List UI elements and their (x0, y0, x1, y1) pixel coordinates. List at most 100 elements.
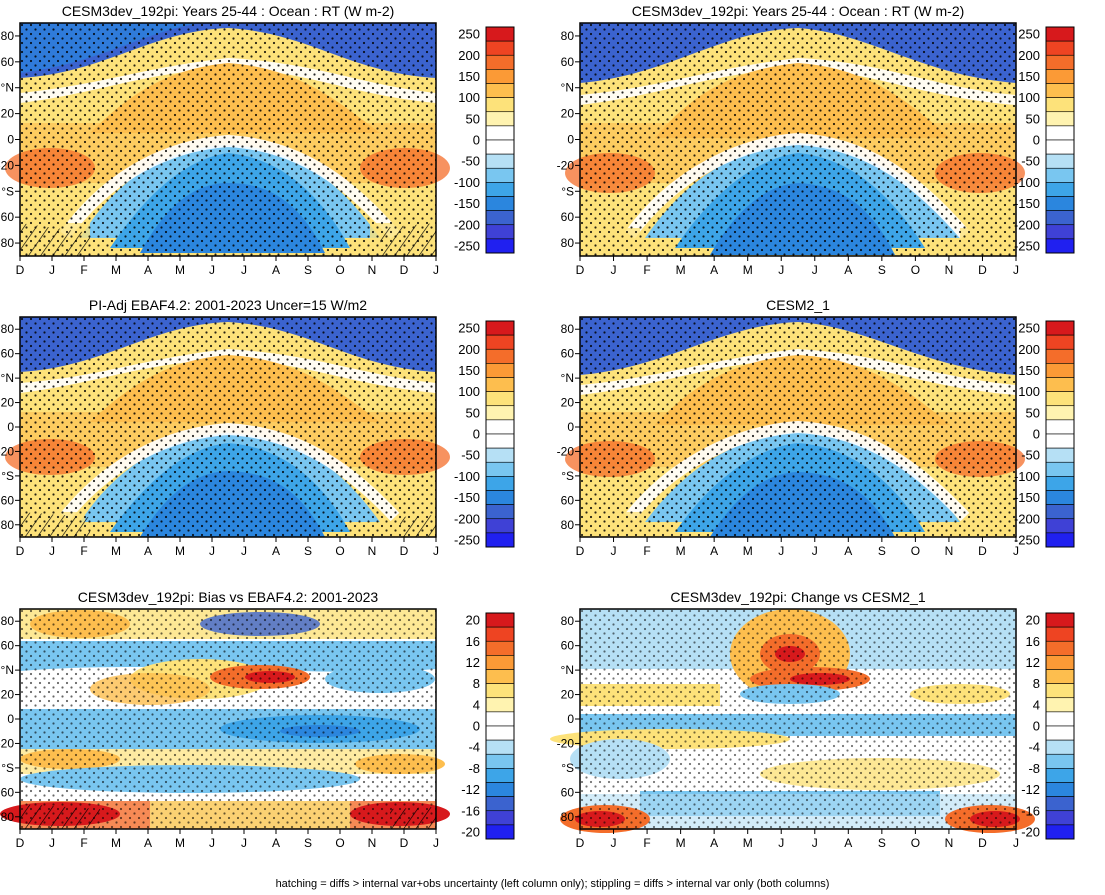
colorbar-swatch (485, 796, 515, 812)
panel-2-title: CESM3dev_192pi: Years 25-44 : Ocean : RT… (632, 3, 965, 19)
x-tick-label: D (576, 836, 585, 850)
colorbar-swatch (485, 69, 515, 84)
colorbar-label: 20 (466, 613, 480, 628)
x-tick-label: S (304, 836, 312, 850)
colorbar-p3: 250 200 150 100 50 0 -50 -100 -150 -200 -250 (454, 320, 515, 548)
y-tick-label: 80 (1, 518, 15, 532)
colorbar-swatch (485, 419, 515, 435)
y-tick-label: 60 (561, 55, 575, 69)
colorbar-label: -250 (454, 532, 480, 547)
x-tick-label: J (778, 836, 784, 850)
y-tick-label: 20 (561, 107, 575, 121)
x-tick-label: O (911, 544, 920, 558)
x-tick-label: N (945, 544, 954, 558)
colorbar-swatch (1045, 40, 1075, 56)
x-tick-label: A (272, 836, 280, 850)
y-tick-label: °S (561, 761, 574, 775)
x-tick-label: J (778, 263, 784, 277)
y-tick-label: 80 (1, 236, 15, 250)
x-tick-label: A (844, 263, 852, 277)
x-tick-label: D (978, 836, 987, 850)
colorbar-swatch (1045, 167, 1075, 183)
colorbar-swatch (485, 405, 515, 421)
y-tick-label: 60 (561, 785, 575, 799)
colorbar-swatch (485, 753, 515, 769)
colorbar-label: -16 (461, 803, 480, 818)
colorbar-swatch (485, 210, 515, 226)
colorbar-swatch (1045, 532, 1075, 548)
colorbar-swatch (1045, 504, 1075, 520)
colorbar-label: -16 (1021, 803, 1040, 818)
colorbar-swatch (1045, 196, 1075, 211)
y-tick-label: °N (1, 81, 14, 95)
x-tick-label: A (710, 263, 718, 277)
colorbar-label: -50 (461, 154, 480, 169)
colorbar-label: 200 (458, 48, 480, 63)
colorbar-swatch (1045, 363, 1075, 378)
colorbar-swatch (1045, 626, 1075, 642)
x-tick-label: J (433, 544, 439, 558)
colorbar-label: -200 (454, 511, 480, 526)
y-tick-label: 0 (567, 420, 574, 434)
colorbar-swatch (1045, 490, 1075, 505)
colorbar-swatch (1045, 182, 1075, 197)
x-tick-label: J (241, 544, 247, 558)
x-tick-label: M (743, 836, 753, 850)
x-tick-label: J (611, 544, 617, 558)
colorbar-label: 250 (458, 27, 480, 42)
colorbar-label: 100 (458, 90, 480, 105)
colorbar-label: 250 (1018, 321, 1040, 336)
y-tick-label: 80 (561, 236, 575, 250)
x-tick-label: O (911, 836, 920, 850)
x-tick-label: M (676, 263, 686, 277)
x-tick-label: D (16, 836, 25, 850)
x-tick-label: D (400, 263, 409, 277)
x-tick-label: O (335, 263, 344, 277)
colorbar-swatch (485, 40, 515, 56)
y-tick-label: -20 (0, 444, 14, 458)
y-tick-label: 60 (561, 210, 575, 224)
colorbar-swatch (485, 739, 515, 755)
x-tick-label: S (878, 263, 886, 277)
colorbar-swatch (1045, 697, 1075, 713)
x-tick-label: O (335, 544, 344, 558)
x-tick-label: J (1013, 544, 1019, 558)
colorbar-swatch (1045, 334, 1075, 350)
colorbar-swatch (1045, 97, 1075, 113)
x-tick-label: M (111, 544, 121, 558)
colorbar-swatch (1045, 461, 1075, 477)
colorbar-label: -100 (454, 469, 480, 484)
x-tick-label: S (304, 263, 312, 277)
colorbar-p2: 250 200 150 100 50 0 -50 -100 -150 -200 -250 (1014, 26, 1075, 254)
y-tick-label: °N (1, 371, 14, 385)
axes-p2: D J F M A M J J A S O N D J 80 60 °N 20 0 -20 °S 60 80 (557, 29, 1019, 277)
y-tick-label: °N (561, 81, 574, 95)
y-tick-label: °S (1, 184, 14, 198)
colorbar-label: 16 (466, 634, 480, 649)
y-tick-label: 80 (1, 614, 15, 628)
colorbar-label: 150 (1018, 69, 1040, 84)
colorbar-label: 4 (1033, 697, 1040, 712)
colorbar-swatch (1045, 320, 1075, 336)
panel-6-title: CESM3dev_192pi: Change vs CESM2_1 (670, 589, 925, 605)
x-tick-label: N (368, 263, 377, 277)
y-tick-label: 80 (561, 518, 575, 532)
x-tick-label: A (272, 544, 280, 558)
colorbar-p6: 20 16 12 8 4 0 -4 -8 -12 -16 -20 (1021, 612, 1075, 840)
y-tick-label: 60 (561, 639, 575, 653)
colorbar-label: -150 (454, 196, 480, 211)
y-tick-label: 20 (561, 396, 575, 410)
colorbar-swatch (485, 348, 515, 364)
colorbar-swatch (1045, 69, 1075, 84)
colorbar-swatch (1045, 768, 1075, 783)
y-tick-label: 80 (561, 614, 575, 628)
x-tick-label: D (576, 263, 585, 277)
colorbar-swatch (485, 334, 515, 350)
y-tick-label: 80 (1, 810, 15, 824)
colorbar-swatch (1045, 54, 1075, 70)
x-tick-label: M (175, 263, 185, 277)
panel-3-title: PI-Adj EBAF4.2: 2001-2023 Uncer=15 W/m2 (89, 297, 367, 313)
colorbar-swatch (485, 139, 515, 155)
y-tick-label: 20 (1, 396, 15, 410)
y-tick-label: 80 (561, 322, 575, 336)
